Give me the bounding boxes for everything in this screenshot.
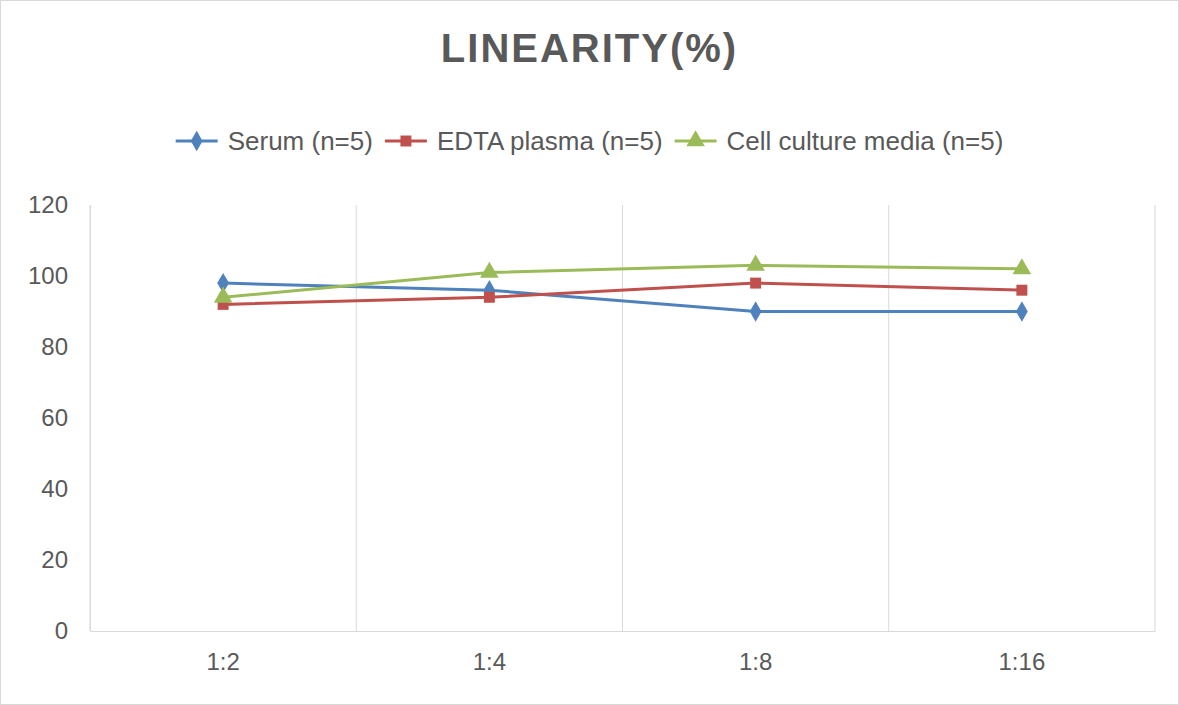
series-line [223,265,1022,297]
series-marker [484,292,495,303]
plot: 0 20 40 60 80 100 120 1:2 1:4 1:8 1:16 [28,191,1156,675]
y-tick: 20 [41,546,90,573]
y-tick: 100 [28,262,90,289]
y-tick-label: 0 [55,617,68,644]
x-tick-label: 1:8 [739,648,772,675]
legend-marker [191,131,203,151]
grid-line [90,205,91,631]
legend-item: Cell culture media (n=5) [675,126,1004,156]
y-tick: 80 [41,333,90,360]
x-tick-label: 1:16 [999,648,1046,675]
y-axis: 0 20 40 60 80 100 120 [28,191,91,644]
legend-label: Cell culture media (n=5) [727,126,1004,156]
series-marker [1013,258,1032,274]
y-tick: 60 [41,404,90,431]
y-tick: 120 [28,191,90,218]
legend: Serum (n=5) EDTA plasma (n=5) Cell culture… [176,126,1004,156]
x-tick: 1:8 [739,631,772,675]
grid-line [356,205,357,631]
y-tick: 40 [41,475,90,502]
chart: LINEARITY(%) 0 20 40 60 80 100 120 1:2 1:4 1:8 1:16… [0,0,1179,705]
series-marker [1016,285,1027,296]
legend-marker [686,130,705,146]
legend-item: EDTA plasma (n=5) [385,126,663,156]
series-marker [750,301,762,321]
y-tick-label: 120 [28,191,68,218]
series-marker [480,262,499,278]
x-axis: 1:2 1:4 1:8 1:16 [91,631,1156,675]
series-marker [750,278,761,289]
legend-label: Serum (n=5) [228,126,373,156]
grid-line [1155,205,1156,631]
y-tick-label: 80 [41,333,68,360]
legend-marker [400,136,411,147]
series-group [214,255,1031,322]
y-axis-line [90,206,91,632]
series-marker [1016,301,1028,321]
x-tick-label: 1:2 [206,648,239,675]
grid [90,205,1155,631]
legend-label: EDTA plasma (n=5) [437,126,663,156]
series-marker [214,287,233,303]
x-tick-label: 1:4 [473,648,506,675]
background [1,1,1179,705]
series-marker [746,255,765,271]
legend-item: Serum (n=5) [176,126,373,156]
y-tick-label: 20 [41,546,68,573]
grid-line [888,205,889,631]
y-tick-label: 60 [41,404,68,431]
title: LINEARITY(%) [441,26,738,70]
x-tick: 1:4 [473,631,506,675]
x-tick: 1:2 [206,631,239,675]
y-tick-label: 100 [28,262,68,289]
y-tick-label: 40 [41,475,68,502]
x-tick: 1:16 [999,631,1046,675]
y-tick: 0 [55,617,90,644]
x-axis-line [91,631,1156,632]
